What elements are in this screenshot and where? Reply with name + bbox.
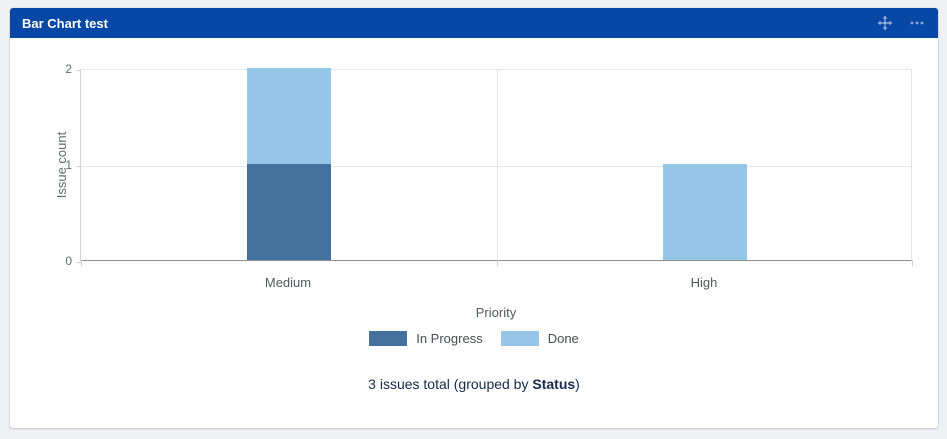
gridline-x-boundary — [496, 70, 498, 260]
x-tick-mark — [80, 260, 82, 266]
move-icon[interactable] — [876, 14, 894, 32]
more-options-icon[interactable] — [908, 14, 926, 32]
footer-group-by: Status — [532, 376, 576, 392]
y-tick-label: 2 — [65, 62, 72, 76]
y-tick-mark — [77, 69, 81, 71]
legend-label: Done — [547, 331, 579, 346]
gridline-y-1 — [81, 165, 911, 167]
bar-stack-high[interactable] — [663, 164, 747, 260]
y-tick-label: 0 — [65, 254, 72, 268]
bar-stack-medium[interactable] — [247, 68, 331, 260]
x-category-label: High — [690, 275, 718, 290]
footer-suffix: ) — [575, 376, 580, 392]
chart-footer-text: 3 issues total (grouped by Status) — [10, 376, 938, 392]
gadget-title: Bar Chart test — [22, 15, 108, 31]
chart-legend: In Progress Done — [10, 331, 938, 346]
y-tick-label: 1 — [65, 158, 72, 172]
x-axis-title: Priority — [475, 305, 517, 320]
legend-label: In Progress — [416, 331, 483, 346]
legend-item-in-progress[interactable]: In Progress — [369, 331, 483, 346]
x-category-label: Medium — [264, 275, 312, 290]
y-tick-mark — [77, 165, 81, 167]
legend-item-done[interactable]: Done — [500, 331, 579, 346]
y-tick-mark — [77, 261, 81, 263]
bar-segment-done[interactable] — [663, 164, 747, 260]
chart-plot-area — [77, 68, 913, 266]
bar-segment-in-progress[interactable] — [247, 164, 331, 260]
dashboard-gadget: Bar Chart test Issue — [10, 8, 938, 428]
x-tick-mark — [496, 260, 498, 266]
legend-swatch — [500, 331, 539, 346]
gadget-header: Bar Chart test — [10, 8, 938, 38]
footer-prefix: 3 issues total (grouped by — [368, 376, 533, 392]
x-tick-mark — [911, 260, 913, 266]
bar-segment-done[interactable] — [247, 68, 331, 164]
legend-swatch — [369, 331, 408, 346]
gadget-header-actions — [876, 14, 926, 32]
